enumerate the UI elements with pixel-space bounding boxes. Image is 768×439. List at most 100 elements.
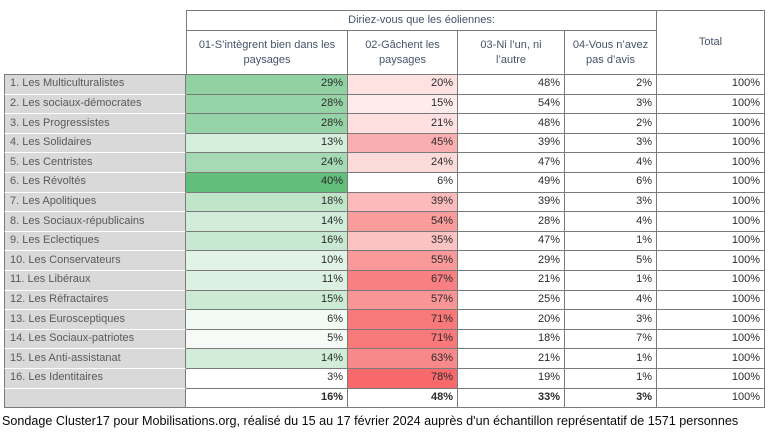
row-label: 16. Les Identitaires: [4, 368, 186, 389]
row-label: 12. Les Réfractaires: [4, 290, 186, 311]
value-cell: 48%: [458, 114, 565, 134]
column-header-1: 01-S’intègrent bien dans les paysages: [186, 31, 348, 75]
value-cell: 21%: [348, 114, 458, 134]
total-cell: 100%: [657, 75, 765, 95]
value-cell: 1%: [565, 368, 657, 389]
table-row: 16. Les Identitaires 3% 78% 19% 1% 100%: [4, 368, 765, 389]
value-cell: 28%: [186, 94, 348, 115]
totals-label: [4, 388, 186, 409]
value-cell: 49%: [458, 172, 565, 193]
value-cell: 29%: [186, 75, 348, 95]
value-cell: 5%: [565, 251, 657, 271]
value-cell: 6%: [565, 172, 657, 193]
value-cell: 25%: [458, 290, 565, 311]
total-cell: 100%: [657, 192, 765, 213]
row-label: 5. Les Centristes: [4, 153, 186, 173]
row-label: 8. Les Sociaux-républicains: [4, 212, 186, 232]
total-cell: 100%: [657, 329, 765, 350]
value-cell: 71%: [348, 329, 458, 350]
totals-row: 16% 48% 33% 3% 100%: [4, 388, 765, 409]
value-cell: 40%: [186, 172, 348, 193]
row-label: 10. Les Conservateurs: [4, 251, 186, 271]
table-body: 1. Les Multiculturalistes 29% 20% 48% 2% 100%…: [4, 75, 765, 409]
value-cell: 19%: [458, 368, 565, 389]
value-cell: 54%: [348, 212, 458, 232]
value-cell: 14%: [186, 349, 348, 369]
value-cell: 2%: [565, 114, 657, 134]
table-row: 14. Les Sociaux-patriotes 5% 71% 18% 7% 100%: [4, 329, 765, 350]
table-header: Diriez-vous que les éoliennes: Total 01-…: [4, 10, 765, 75]
table-row: 8. Les Sociaux-républicains 14% 54% 28% 4% 10…: [4, 212, 765, 232]
value-cell: 24%: [186, 153, 348, 173]
value-cell: 24%: [348, 153, 458, 173]
column-header-total: Total: [657, 10, 765, 75]
value-cell: 13%: [186, 133, 348, 154]
column-header-3: 03-Ni l’un, ni l’autre: [458, 31, 565, 75]
total-cell: 100%: [657, 212, 765, 232]
value-cell: 15%: [186, 290, 348, 311]
total-cell: 100%: [657, 310, 765, 330]
value-cell: 47%: [458, 153, 565, 173]
value-cell: 39%: [458, 133, 565, 154]
totals-value-cell: 48%: [348, 388, 458, 409]
total-cell: 100%: [657, 231, 765, 252]
table-row: 13. Les Eurosceptiques 6% 71% 20% 3% 100%: [4, 310, 765, 330]
value-cell: 18%: [186, 192, 348, 213]
value-cell: 15%: [348, 94, 458, 115]
total-cell: 100%: [657, 172, 765, 193]
value-cell: 55%: [348, 251, 458, 271]
value-cell: 57%: [348, 290, 458, 311]
value-cell: 20%: [348, 75, 458, 95]
table-row: 5. Les Centristes 24% 24% 47% 4% 100%: [4, 153, 765, 173]
row-label: 15. Les Anti-assistanat: [4, 349, 186, 369]
value-cell: 3%: [565, 94, 657, 115]
value-cell: 28%: [458, 212, 565, 232]
value-cell: 11%: [186, 270, 348, 291]
row-label: 6. Les Révoltés: [4, 172, 186, 193]
value-cell: 45%: [348, 133, 458, 154]
value-cell: 1%: [565, 349, 657, 369]
totals-value-cell: 33%: [458, 388, 565, 409]
table-row: 2. Les sociaux-démocrates 28% 15% 54% 3% 100%: [4, 94, 765, 115]
source-note: Sondage Cluster17 pour Mobilisations.org…: [2, 414, 739, 428]
value-cell: 39%: [348, 192, 458, 213]
value-cell: 7%: [565, 329, 657, 350]
value-cell: 4%: [565, 212, 657, 232]
value-cell: 20%: [458, 310, 565, 330]
row-label: 9. Les Eclectiques: [4, 231, 186, 252]
value-cell: 39%: [458, 192, 565, 213]
row-label: 2. Les sociaux-démocrates: [4, 94, 186, 115]
value-cell: 2%: [565, 75, 657, 95]
value-cell: 3%: [565, 192, 657, 213]
value-cell: 5%: [186, 329, 348, 350]
row-label: 4. Les Solidaires: [4, 133, 186, 154]
table-row: 10. Les Conservateurs 10% 55% 29% 5% 100%: [4, 251, 765, 271]
table-row: 15. Les Anti-assistanat 14% 63% 21% 1% 100%: [4, 349, 765, 369]
table-row: 12. Les Réfractaires 15% 57% 25% 4% 100%: [4, 290, 765, 311]
row-label: 1. Les Multiculturalistes: [4, 75, 186, 95]
value-cell: 35%: [348, 231, 458, 252]
value-cell: 6%: [186, 310, 348, 330]
totals-value-cell: 16%: [186, 388, 348, 409]
columns-row: 01-S’intègrent bien dans les paysages 02…: [4, 31, 765, 75]
table-row: 6. Les Révoltés 40% 6% 49% 6% 100%: [4, 172, 765, 193]
value-cell: 18%: [458, 329, 565, 350]
question-row: Diriez-vous que les éoliennes: Total: [4, 10, 765, 75]
total-cell: 100%: [657, 153, 765, 173]
value-cell: 6%: [348, 172, 458, 193]
value-cell: 78%: [348, 368, 458, 389]
total-cell: 100%: [657, 251, 765, 271]
total-cell: 100%: [657, 368, 765, 389]
table-row: 9. Les Eclectiques 16% 35% 47% 1% 100%: [4, 231, 765, 252]
value-cell: 48%: [458, 75, 565, 95]
column-header-2: 02-Gâchent les paysages: [348, 31, 458, 75]
table-row: 4. Les Solidaires 13% 45% 39% 3% 100%: [4, 133, 765, 154]
table-row: 7. Les Apolitiques 18% 39% 39% 3% 100%: [4, 192, 765, 213]
value-cell: 67%: [348, 270, 458, 291]
value-cell: 54%: [458, 94, 565, 115]
table-row: 3. Les Progressistes 28% 21% 48% 2% 100%: [4, 114, 765, 134]
value-cell: 16%: [186, 231, 348, 252]
row-label: 7. Les Apolitiques: [4, 192, 186, 213]
table-row: 1. Les Multiculturalistes 29% 20% 48% 2% 100%: [4, 75, 765, 95]
row-label: 13. Les Eurosceptiques: [4, 310, 186, 330]
